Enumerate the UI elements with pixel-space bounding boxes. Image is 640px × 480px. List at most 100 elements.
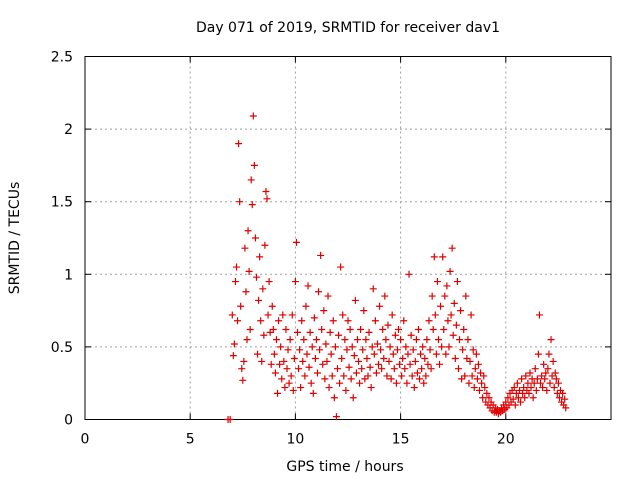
y-tick-label: 2 — [64, 122, 73, 138]
data-point — [375, 360, 383, 368]
data-point — [467, 311, 475, 319]
data-point — [341, 336, 349, 344]
x-tick-label: 20 — [497, 432, 515, 448]
data-point — [232, 263, 240, 271]
data-point — [453, 278, 461, 286]
data-point — [255, 296, 263, 304]
data-point — [471, 365, 479, 373]
axis-ticks: 0 0.5 1 1.5 2 2.5 0 5 10 15 20 — [51, 50, 611, 448]
data-point — [312, 336, 320, 344]
data-point — [416, 375, 424, 383]
data-point — [321, 375, 329, 383]
data-point — [258, 357, 266, 365]
data-point — [294, 328, 302, 336]
data-point — [393, 346, 401, 354]
data-point — [236, 198, 244, 206]
data-point — [530, 379, 538, 387]
data-point — [323, 357, 331, 365]
data-point — [461, 372, 469, 380]
data-point — [451, 355, 459, 363]
data-point — [313, 369, 321, 377]
y-axis-label: SRMTID / TECUs — [7, 182, 23, 295]
data-point — [357, 325, 365, 333]
data-point — [534, 350, 542, 358]
data-point — [409, 346, 417, 354]
data-point — [246, 325, 254, 333]
data-point — [306, 328, 314, 336]
data-point — [481, 384, 489, 392]
data-point — [254, 350, 262, 358]
data-point — [332, 413, 340, 421]
data-point — [540, 360, 548, 368]
data-point — [359, 346, 367, 354]
data-point — [442, 350, 450, 358]
data-point — [428, 292, 436, 300]
data-point — [259, 285, 267, 293]
data-point — [425, 317, 433, 325]
data-point — [302, 302, 310, 310]
data-point — [551, 369, 559, 377]
data-point — [446, 267, 454, 275]
data-point — [251, 234, 259, 242]
data-point — [433, 278, 441, 286]
data-point — [316, 346, 324, 354]
data-point — [418, 365, 426, 373]
data-point — [545, 350, 553, 358]
data-point — [385, 357, 393, 365]
data-point — [465, 379, 473, 387]
data-point — [234, 317, 242, 325]
data-point — [443, 282, 451, 290]
data-point — [537, 379, 545, 387]
data-point — [318, 325, 326, 333]
data-point — [292, 238, 300, 246]
y-tick-label: 1.5 — [51, 195, 73, 211]
data-point — [480, 372, 488, 380]
data-point — [382, 336, 390, 344]
data-point — [421, 355, 429, 363]
data-point — [403, 379, 411, 387]
data-point — [277, 343, 285, 351]
data-point — [412, 336, 420, 344]
data-point — [365, 328, 373, 336]
data-point — [345, 363, 353, 371]
y-tick-label: 0.5 — [51, 340, 73, 356]
data-point — [371, 317, 379, 325]
data-point — [422, 372, 430, 380]
data-point — [362, 336, 370, 344]
data-point — [448, 244, 456, 252]
data-point — [509, 395, 517, 403]
data-point — [392, 379, 400, 387]
data-point — [291, 278, 299, 286]
data-point — [325, 384, 333, 392]
data-point — [283, 365, 291, 373]
data-point — [310, 314, 318, 322]
data-point — [326, 328, 334, 336]
data-point — [460, 325, 468, 333]
data-point — [226, 416, 234, 423]
data-point — [270, 350, 278, 358]
data-point — [311, 355, 319, 363]
data-point — [539, 384, 547, 392]
data-point — [380, 355, 388, 363]
data-point — [335, 331, 343, 339]
data-point — [543, 386, 551, 394]
data-point — [261, 241, 269, 249]
data-point — [252, 273, 260, 281]
data-point — [466, 357, 474, 365]
data-point — [389, 350, 397, 358]
data-point — [282, 325, 290, 333]
data-point — [524, 379, 532, 387]
data-point — [447, 311, 455, 319]
data-point — [437, 302, 445, 310]
data-point — [228, 311, 236, 319]
data-point — [368, 343, 376, 351]
data-point — [350, 352, 358, 360]
data-point — [300, 336, 308, 344]
data-point — [559, 389, 567, 397]
data-point — [417, 350, 425, 358]
data-point — [526, 369, 534, 377]
x-tick-label: 5 — [186, 432, 195, 448]
data-point — [238, 365, 246, 373]
data-point — [533, 375, 541, 383]
data-point — [262, 188, 270, 196]
